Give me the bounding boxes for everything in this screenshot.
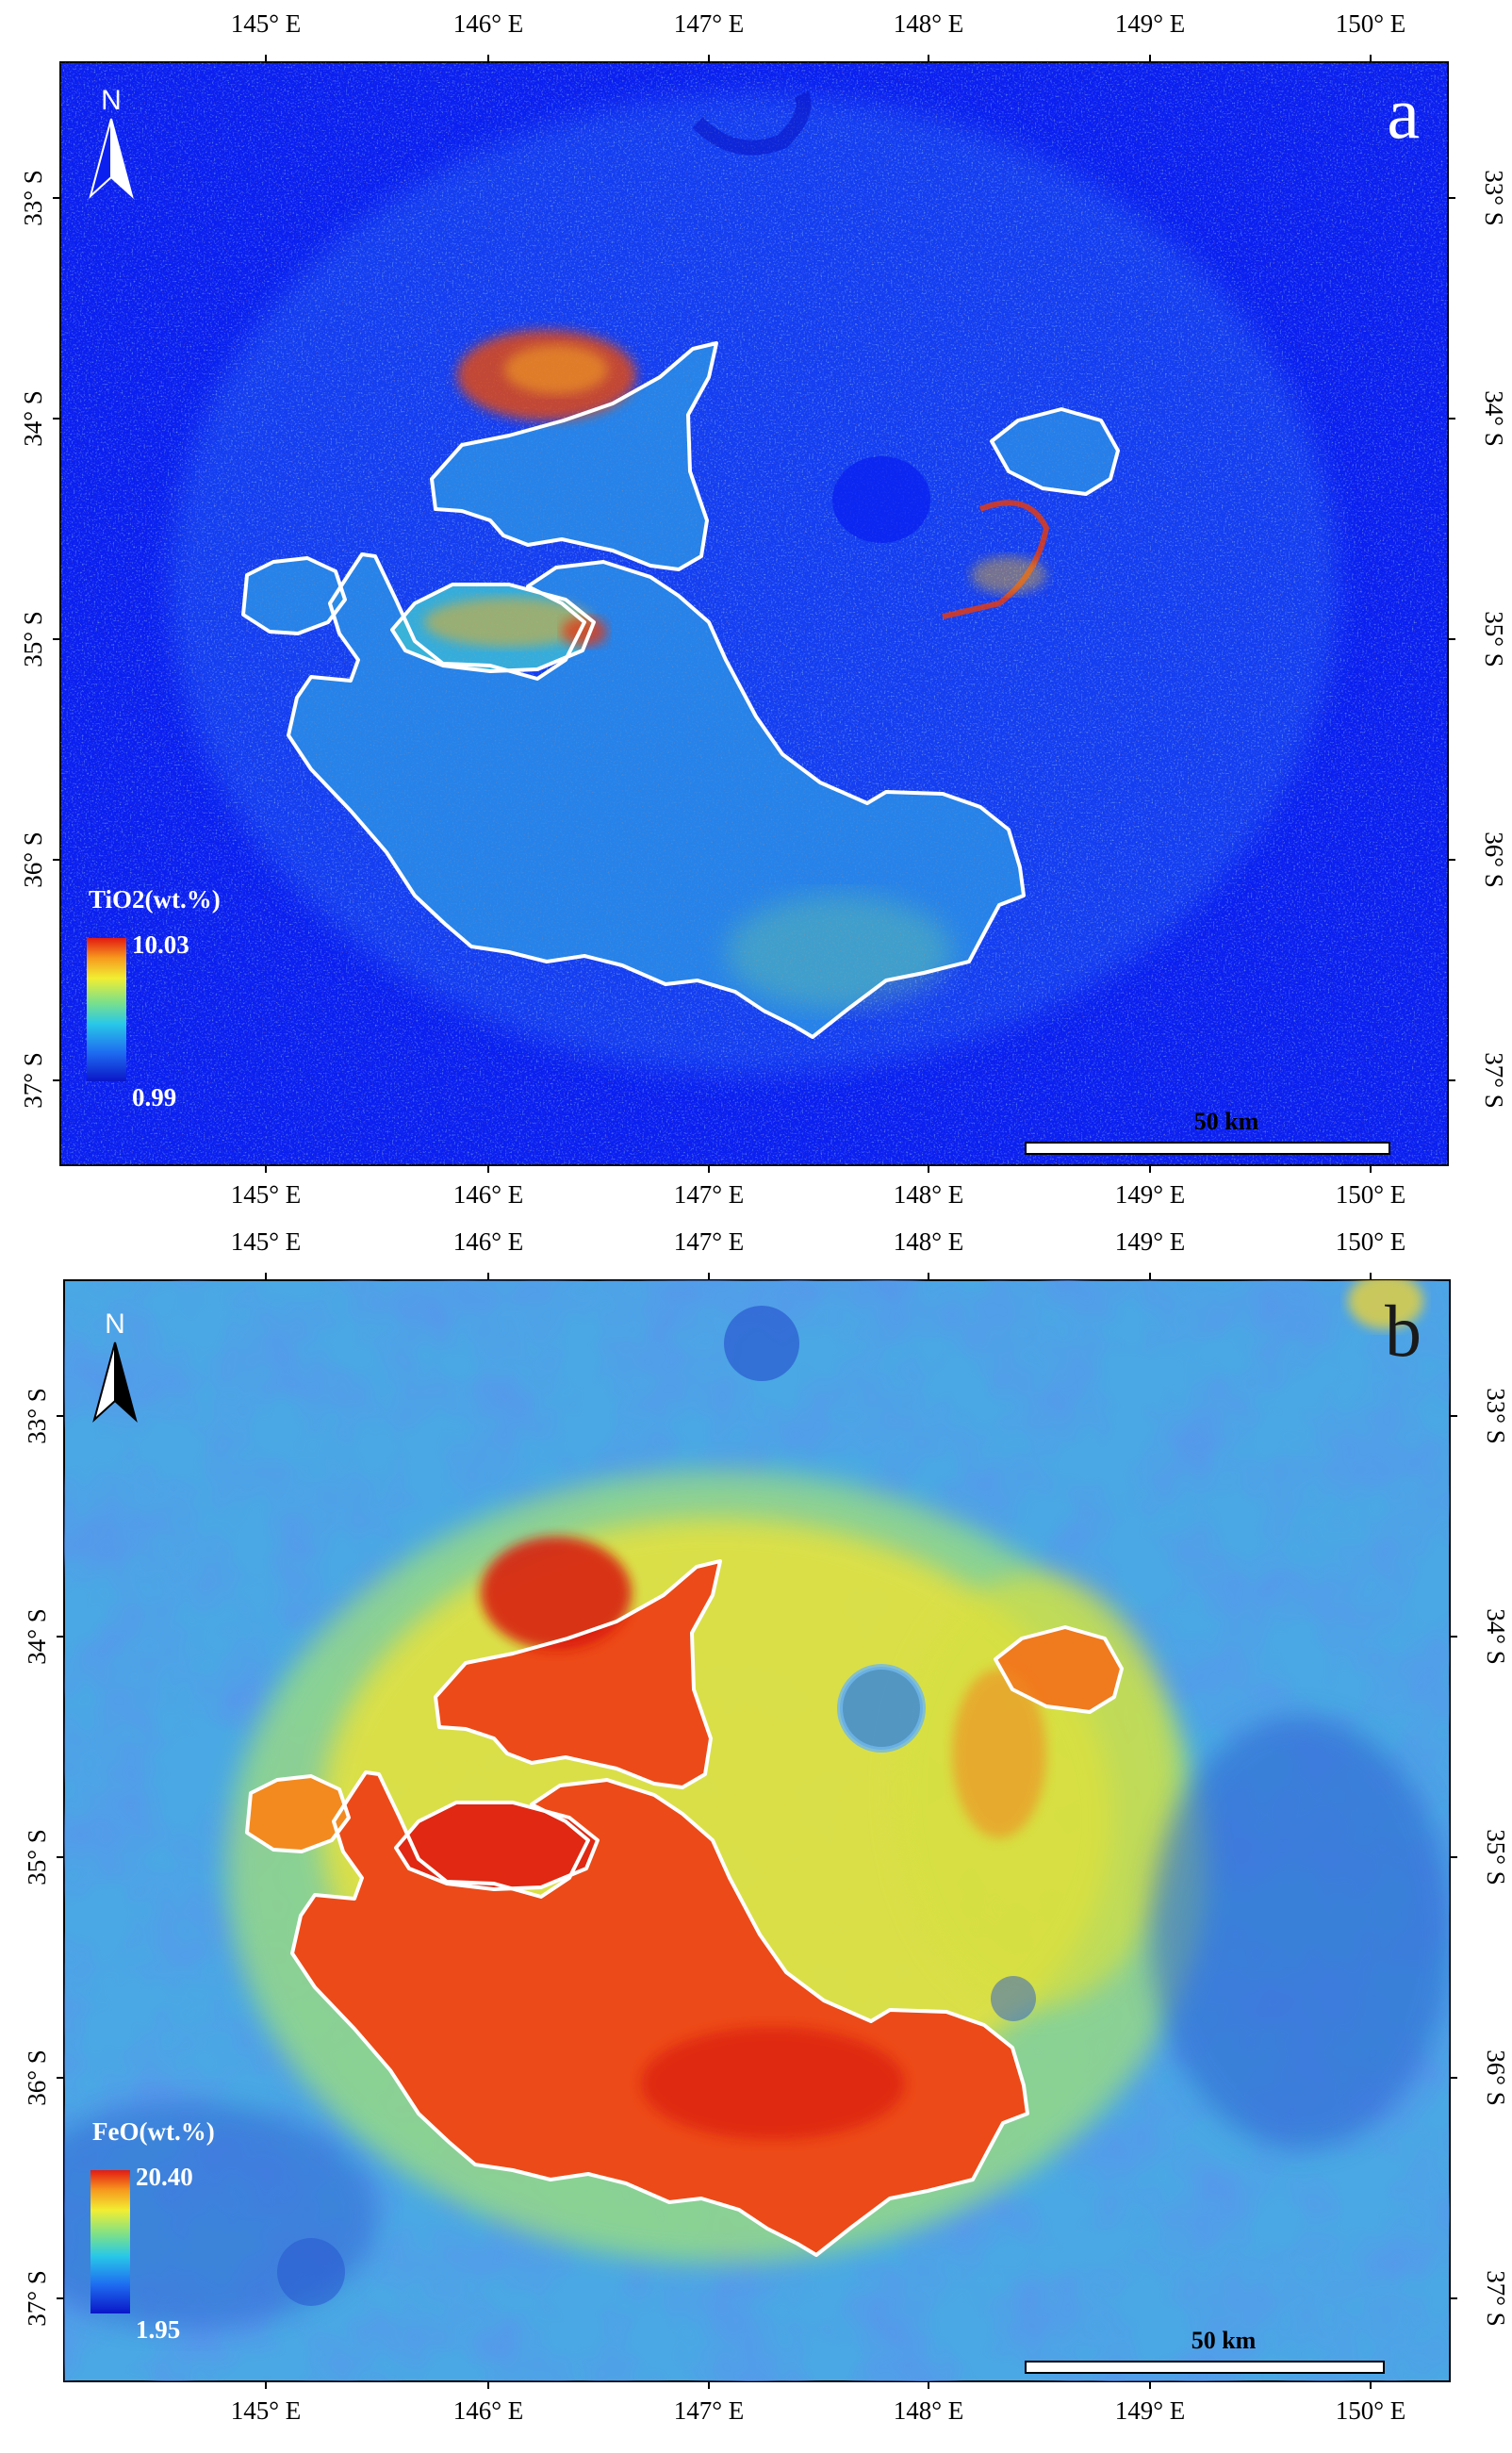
scale-bar-label: 50 km [1194,1108,1259,1135]
lon-tick-label-bottom: 147° E [674,1180,745,1209]
lon-tick-label-top: 150° E [1336,9,1406,38]
lat-tick-label-right: 34° S [1480,390,1508,447]
legend-min: 0.99 [132,1083,176,1111]
legend-title: TiO2(wt.%) [89,885,221,914]
lon-tick-label-top: 145° E [231,9,302,38]
lat-tick-label-right: 35° S [1482,1829,1510,1885]
lon-tick-label-top: 150° E [1336,1227,1406,1256]
panel-letter: b [1385,1290,1422,1372]
lat-tick-label-right: 37° S [1482,2270,1510,2327]
lon-tick-label-top: 145° E [231,1227,302,1256]
lon-tick-label-top: 147° E [674,1227,745,1256]
panel-letter: a [1387,72,1420,154]
lon-tick-label-bottom: 149° E [1115,2396,1186,2425]
lat-tick-label-left: 33° S [19,170,47,226]
scale-bar-label: 50 km [1192,2327,1257,2354]
lon-tick-label-top: 148° E [894,1227,964,1256]
lat-tick-label-left: 34° S [23,1608,51,1665]
lat-tick-label-left: 37° S [19,1052,47,1109]
lon-tick-label-bottom: 150° E [1336,2396,1406,2425]
lat-tick-label-left: 33° S [23,1388,51,1444]
scale-bar [1025,2361,1385,2374]
north-arrow-icon [89,118,112,200]
lon-tick-label-bottom: 146° E [453,1180,524,1209]
lon-tick-label-bottom: 148° E [894,1180,964,1209]
map-panel-a [59,61,1449,1166]
legend-min: 1.95 [136,2315,180,2344]
legend-max: 20.40 [136,2163,193,2191]
lat-tick-label-right: 36° S [1482,2050,1510,2106]
lat-tick-label-right: 37° S [1480,1052,1508,1109]
legend-colorbar [87,938,126,1081]
lon-tick-label-bottom: 147° E [674,2396,745,2425]
legend-colorbar [90,2170,130,2313]
lon-tick-label-bottom: 145° E [231,1180,302,1209]
lon-tick-label-bottom: 148° E [894,2396,964,2425]
lat-tick-label-left: 36° S [23,2050,51,2106]
lon-tick-label-top: 147° E [674,9,745,38]
lat-tick-label-left: 35° S [19,611,47,667]
lon-tick-label-top: 148° E [894,9,964,38]
lat-tick-label-left: 36° S [19,831,47,888]
scale-bar [1025,1142,1390,1155]
lon-tick-label-bottom: 150° E [1336,1180,1406,1209]
lon-tick-label-bottom: 146° E [453,2396,524,2425]
lat-tick-label-left: 37° S [23,2270,51,2327]
lat-tick-label-right: 36° S [1480,831,1508,888]
lat-tick-label-right: 33° S [1480,170,1508,226]
lat-tick-label-right: 35° S [1480,611,1508,667]
lon-tick-label-top: 146° E [453,9,524,38]
lon-tick-label-top: 149° E [1115,1227,1186,1256]
legend-title: FeO(wt.%) [92,2117,215,2146]
lat-tick-label-right: 34° S [1482,1608,1510,1665]
map-panel-b [63,1279,1451,2382]
lat-tick-label-left: 34° S [19,390,47,447]
lat-tick-label-right: 33° S [1482,1388,1510,1444]
legend-max: 10.03 [132,930,189,959]
lon-tick-label-bottom: 145° E [231,2396,302,2425]
north-label: N [101,85,122,116]
north-label: N [105,1309,125,1340]
lon-tick-label-top: 146° E [453,1227,524,1256]
lat-tick-label-left: 35° S [23,1829,51,1885]
lon-tick-label-top: 149° E [1115,9,1186,38]
lon-tick-label-bottom: 149° E [1115,1180,1186,1209]
north-arrow-icon [92,1342,116,1424]
